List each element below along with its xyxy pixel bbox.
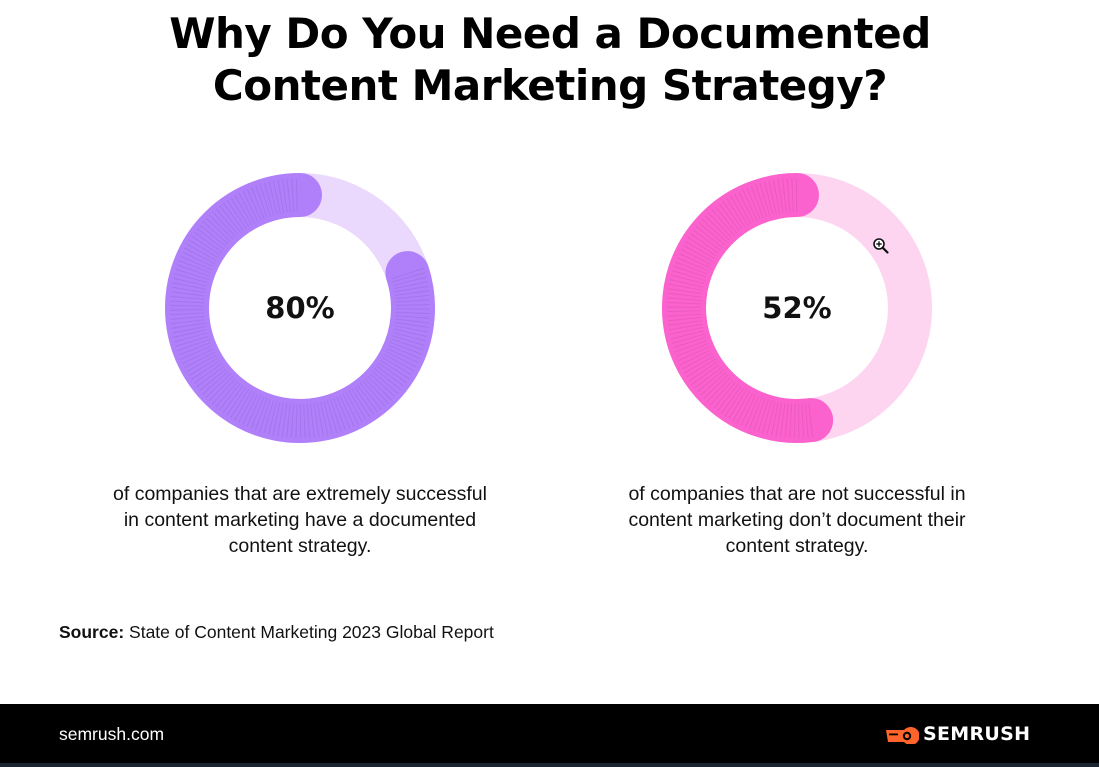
donut-chart-not-documented: 52% <box>657 168 937 448</box>
page-title: Why Do You Need a Documented Content Mar… <box>169 9 931 110</box>
donut-value-label: 80% <box>265 291 335 325</box>
donut-value-label: 52% <box>762 291 832 325</box>
semrush-flame-icon <box>886 727 919 744</box>
donut-value-texture <box>667 178 814 438</box>
chart-caption: of companies that are not successful in … <box>628 483 966 557</box>
footer-bar: semrush.com SEMRUSH <box>0 704 1099 763</box>
donut-value-segment <box>662 173 834 443</box>
brand-logo: SEMRUSH <box>885 722 1030 746</box>
site-link[interactable]: semrush.com <box>59 724 165 744</box>
footer-edge <box>0 763 1099 767</box>
zoom-in-icon <box>873 238 889 254</box>
donut-value-segment <box>165 173 435 443</box>
chart-caption: of companies that are extremely successf… <box>113 483 487 557</box>
source-text: State of Content Marketing 2023 Global R… <box>129 622 494 642</box>
brand-name: SEMRUSH <box>923 723 1031 745</box>
source-note: Source: State of Content Marketing 2023 … <box>59 620 494 644</box>
donut-chart-svg <box>165 173 435 443</box>
source-label: Source: <box>59 622 125 642</box>
donut-chart-documented: 80% <box>160 168 440 448</box>
donut-chart-svg <box>662 173 932 443</box>
donut-value-texture <box>170 178 430 438</box>
